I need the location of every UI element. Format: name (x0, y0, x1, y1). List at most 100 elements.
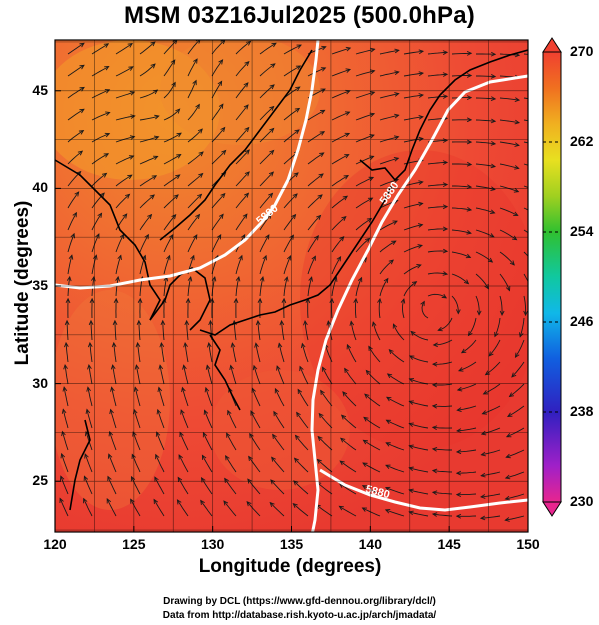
streamline-arrow (193, 58, 198, 64)
streamline-arrow (442, 226, 449, 232)
streamline-arrow (482, 390, 489, 395)
streamline (296, 412, 309, 429)
streamline-arrow (110, 386, 115, 392)
streamline (468, 317, 477, 336)
streamline (187, 173, 203, 187)
x-tick-label: 145 (437, 536, 461, 552)
streamline-arrow (79, 86, 85, 92)
streamline (421, 301, 429, 319)
colorbar (542, 37, 562, 517)
streamline-arrow (276, 365, 281, 371)
streamline (331, 195, 348, 209)
streamline (307, 152, 324, 165)
streamline-arrow (344, 132, 351, 138)
streamline (480, 493, 501, 498)
streamline (227, 410, 237, 429)
streamline (344, 368, 357, 385)
streamline (91, 133, 110, 143)
streamline (67, 191, 80, 209)
streamline-arrow (431, 425, 438, 431)
streamline (187, 58, 198, 77)
streamline-arrow (182, 364, 187, 370)
streamline (505, 515, 525, 521)
streamline-arrow (342, 391, 348, 397)
streamline-arrow (295, 86, 301, 92)
streamline (235, 193, 249, 209)
streamline-arrow (130, 114, 136, 119)
streamline (403, 202, 423, 209)
x-axis-label: Longitude (degrees) (198, 556, 382, 577)
streamline-arrow (505, 286, 511, 292)
streamline (379, 240, 396, 253)
streamline (200, 500, 213, 517)
streamline (427, 228, 448, 231)
streamline-arrow (125, 193, 131, 199)
streamline-arrow (149, 194, 155, 200)
streamline (88, 365, 93, 385)
streamline (181, 387, 189, 407)
streamline (115, 194, 130, 209)
streamline-arrow (504, 517, 510, 522)
streamline-arrow (418, 71, 425, 76)
streamline (307, 194, 323, 209)
streamline-arrow (61, 430, 66, 437)
streamline-arrow (460, 348, 467, 354)
streamline-arrow (65, 297, 71, 304)
streamline (274, 388, 285, 407)
streamline-arrow (417, 244, 423, 249)
streamline (249, 433, 261, 451)
streamline (363, 439, 381, 451)
streamline (362, 507, 381, 517)
streamline-arrow (177, 476, 183, 483)
streamline (499, 295, 503, 316)
streamline-arrow (408, 466, 414, 472)
streamline (523, 163, 528, 166)
streamline-arrow (97, 212, 103, 218)
streamline-arrow (269, 127, 275, 133)
streamline-arrow (61, 408, 67, 414)
streamline (403, 244, 423, 253)
streamline (432, 448, 452, 451)
streamline-arrow (538, 121, 542, 125)
streamline-arrow (467, 330, 473, 337)
streamline (362, 462, 381, 473)
streamline (106, 498, 117, 517)
streamline-arrow (490, 186, 496, 191)
streamline-arrow (117, 254, 122, 260)
streamline (115, 155, 134, 165)
streamline (211, 214, 224, 231)
streamline (523, 273, 528, 283)
streamline (226, 432, 237, 451)
streamline-arrow (366, 217, 373, 223)
streamline-arrow (137, 297, 143, 304)
streamline-arrow (420, 300, 425, 307)
streamline-arrow (156, 408, 162, 415)
streamline-arrow (218, 59, 224, 65)
streamline-arrow (508, 392, 515, 398)
streamline (273, 411, 285, 429)
streamline-arrow (86, 386, 91, 392)
streamline-arrow (365, 369, 371, 376)
streamline-arrow (160, 319, 166, 326)
streamline-arrow (386, 396, 392, 402)
streamline-arrow (455, 513, 462, 519)
streamline (355, 70, 375, 77)
streamline-arrow (60, 475, 65, 481)
streamline-arrow (273, 410, 278, 417)
streamline (379, 49, 399, 55)
streamline (499, 163, 519, 169)
streamline-arrow (198, 172, 204, 178)
streamline-arrow (248, 455, 253, 461)
streamline-arrow (481, 410, 487, 415)
streamline-arrow (209, 297, 215, 304)
streamline (283, 214, 296, 231)
streamline-arrow (476, 310, 482, 316)
streamline-arrow (127, 174, 133, 180)
streamline-arrow (243, 104, 249, 110)
streamline (523, 207, 528, 211)
y-tick-label: 45 (32, 81, 48, 98)
streamline (482, 405, 501, 415)
streamline (59, 498, 69, 517)
streamline-arrow (416, 264, 422, 269)
streamline (281, 320, 285, 341)
